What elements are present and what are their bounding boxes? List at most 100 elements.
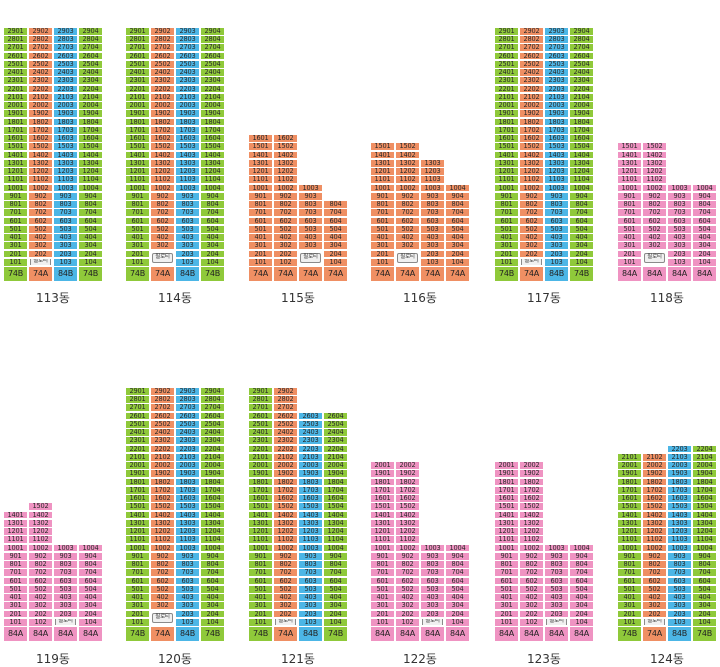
unit-cell: 701 <box>125 568 150 577</box>
unit-cell: 2102 <box>273 452 298 462</box>
unit-cell: 2701 <box>125 403 150 412</box>
unit-cell: 2804 <box>200 35 225 44</box>
unit-cell: 501 <box>494 584 519 594</box>
unit-cell: 1402 <box>395 150 420 160</box>
unit-type-label: 74A <box>28 266 53 282</box>
unit-cell: 301 <box>125 241 150 250</box>
unit-cell: 1603 <box>175 494 200 503</box>
unit-cell: 2001 <box>370 461 395 470</box>
unit-cell: 2403 <box>544 68 569 77</box>
unit-cell: 2203 <box>298 444 323 454</box>
unit-cell: 301 <box>617 241 642 250</box>
unit-cell: 604 <box>445 576 470 586</box>
unit-cell: 504 <box>569 584 594 594</box>
unit-cell: 1402 <box>28 510 53 520</box>
unit-cell: 1401 <box>370 150 395 160</box>
unit-cell: 201 <box>248 609 273 619</box>
unit-cell: 202 <box>395 609 420 619</box>
unit-cell: 1402 <box>642 150 667 160</box>
unit-cell: 1502 <box>642 502 667 511</box>
unit-cell: 902 <box>150 551 175 561</box>
unit-cell: 1301 <box>494 158 519 168</box>
unit-cell: 2504 <box>323 419 348 429</box>
unit-type-label: 74B <box>78 266 103 282</box>
piloti-cell: 필로티 <box>519 257 544 266</box>
building-name-label: 116동 <box>403 291 437 305</box>
unit-cell: 802 <box>28 560 53 569</box>
unit-cell: 1904 <box>200 109 225 118</box>
unit-cell: 1801 <box>125 117 150 127</box>
unit-cell: 1001 <box>617 183 642 193</box>
unit-cell: 203 <box>175 249 200 259</box>
unit-cell: 202 <box>273 249 298 259</box>
unit-type-label: 84A <box>3 626 28 642</box>
unit-cell: 2601 <box>248 411 273 421</box>
unit-cell: 1202 <box>28 527 53 536</box>
unit-cell: 1103 <box>298 535 323 544</box>
unit-cell: 2503 <box>53 59 78 69</box>
unit-cell: 502 <box>395 224 420 234</box>
unit-cell: 501 <box>494 224 519 234</box>
unit-cell: 802 <box>273 560 298 569</box>
unit-cell: 1201 <box>617 527 642 536</box>
unit-type-label: 84A <box>370 626 395 642</box>
unit-cell: 802 <box>519 560 544 569</box>
unit-cell: 2504 <box>200 59 225 69</box>
unit-cell: 301 <box>248 241 273 250</box>
unit-cell: 1301 <box>248 518 273 528</box>
unit-cell: 1101 <box>617 175 642 184</box>
unit-cell: 1303 <box>544 158 569 168</box>
piloti-label: 필로티 <box>422 618 443 625</box>
unit-cell: 902 <box>519 551 544 561</box>
unit-cell: 301 <box>617 601 642 610</box>
unit-cell: 503 <box>420 224 445 234</box>
unit-cell: 1304 <box>200 518 225 528</box>
unit-cell: 2404 <box>200 68 225 77</box>
unit-cell: 901 <box>3 551 28 561</box>
unit-cell: 1203 <box>544 167 569 176</box>
unit-cell: 1101 <box>125 175 150 184</box>
unit-cell: 1803 <box>544 117 569 127</box>
unit-cell: 2002 <box>273 461 298 470</box>
unit-cell: 2203 <box>544 84 569 94</box>
unit-cell: 1101 <box>3 175 28 184</box>
unit-cell: 1204 <box>200 527 225 536</box>
unit-cell: 1501 <box>370 502 395 511</box>
unit-cell: 204 <box>200 609 225 619</box>
unit-cell: 1302 <box>519 158 544 168</box>
unit-cell: 1302 <box>28 158 53 168</box>
unit-cell: 603 <box>667 576 692 586</box>
unit-cell: 1403 <box>175 510 200 520</box>
unit-cell: 501 <box>370 584 395 594</box>
unit-cell: 1701 <box>248 485 273 495</box>
unit-cell: 2604 <box>323 411 348 421</box>
unit-cell: 303 <box>298 241 323 250</box>
unit-cell: 303 <box>420 601 445 610</box>
unit-cell: 2603 <box>53 51 78 61</box>
unit-cell: 1302 <box>395 518 420 528</box>
unit-cell: 1001 <box>3 183 28 193</box>
unit-cell: 403 <box>667 593 692 602</box>
unit-cell: 903 <box>53 551 78 561</box>
unit-cell: 1504 <box>200 142 225 151</box>
unit-cell: 1004 <box>692 543 717 553</box>
unit-cell: 1602 <box>642 494 667 503</box>
unit-cell: 602 <box>642 576 667 586</box>
unit-cell: 1501 <box>617 142 642 151</box>
unit-cell: 204 <box>323 609 348 619</box>
unit-cell: 201 <box>248 249 273 259</box>
unit-cell: 2101 <box>494 92 519 102</box>
unit-cell: 2204 <box>692 444 717 454</box>
unit-cell: 2903 <box>544 26 569 36</box>
unit-cell: 704 <box>445 568 470 577</box>
unit-cell: 801 <box>3 200 28 209</box>
unit-cell: 1202 <box>273 527 298 536</box>
unit-cell: 2804 <box>569 35 594 44</box>
unit-cell: 2701 <box>3 43 28 52</box>
unit-cell: 2604 <box>200 51 225 61</box>
unit-cell: 1702 <box>150 125 175 135</box>
unit-cell: 1302 <box>642 158 667 168</box>
unit-cell: 504 <box>445 584 470 594</box>
unit-type-label: 74A <box>445 266 470 282</box>
unit-cell: 2402 <box>150 68 175 77</box>
